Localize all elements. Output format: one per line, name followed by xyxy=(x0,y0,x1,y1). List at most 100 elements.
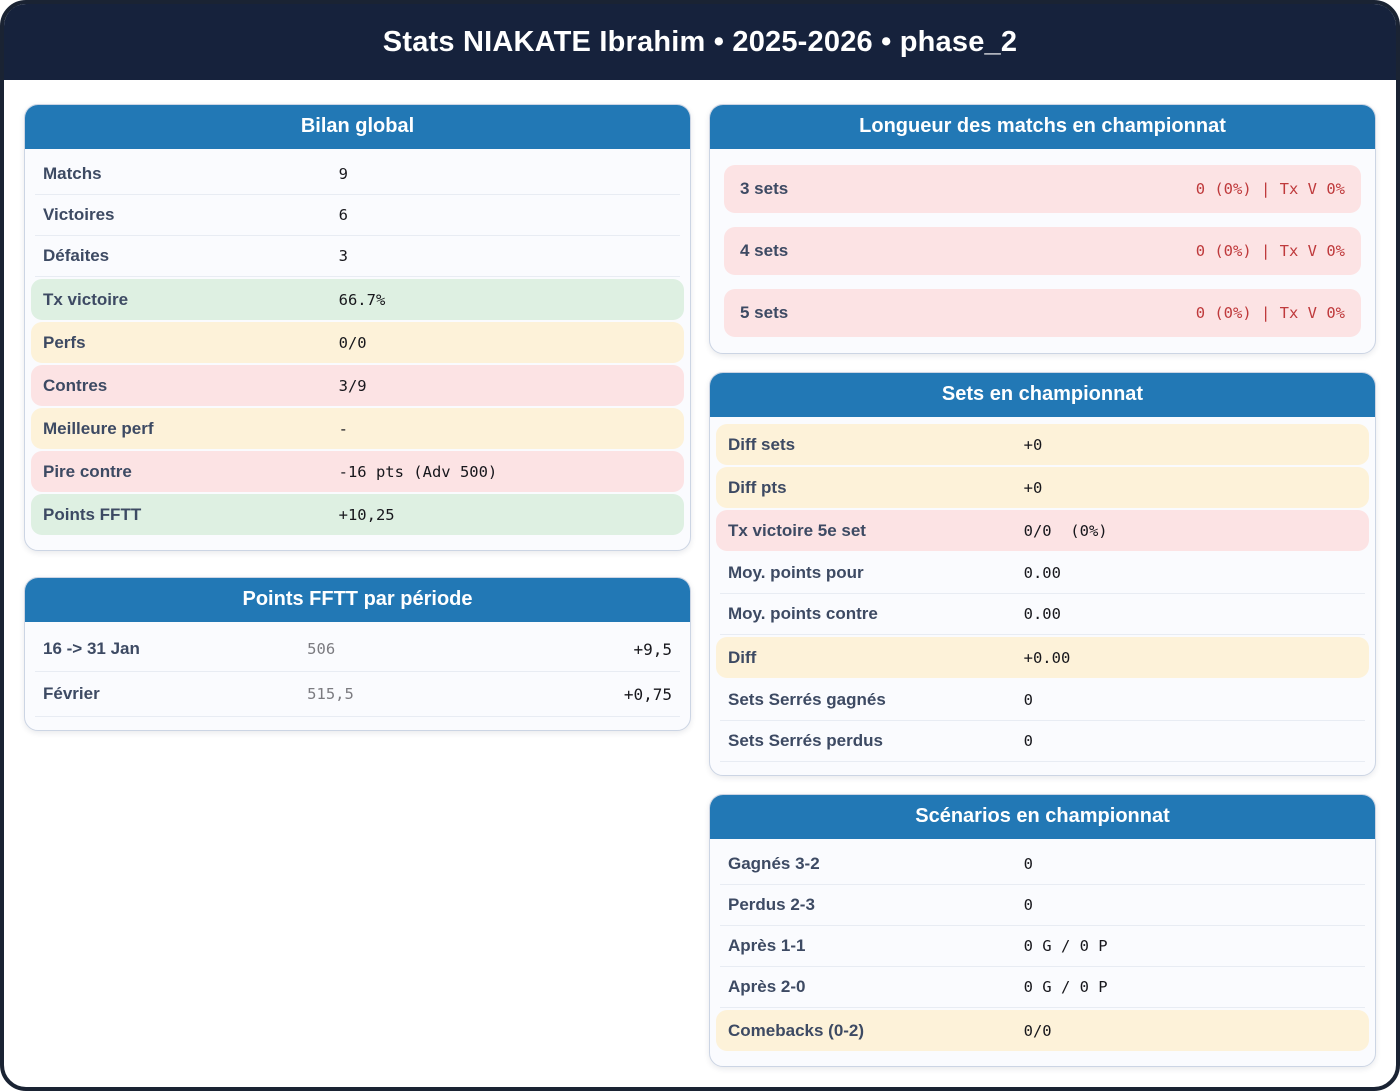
card-bilan-global: Bilan global Matchs 9 Victoires 6 Défait… xyxy=(24,104,691,551)
stat-row-perdus-2-3: Perdus 2-3 0 xyxy=(720,885,1365,926)
stat-value: -16 pts (Adv 500) xyxy=(338,462,498,481)
periode-points: 515,5 xyxy=(307,685,354,703)
card-longueur-matchs: Longueur des matchs en championnat 3 set… xyxy=(709,104,1376,354)
stat-label: Perdus 2-3 xyxy=(728,895,815,914)
pill-value: 0 (0%) | Tx V 0% xyxy=(1195,304,1345,322)
pill-label: 3 sets xyxy=(740,179,789,198)
stat-label: Tx victoire xyxy=(43,289,129,309)
stat-value: 0/0 xyxy=(1023,1021,1052,1040)
stat-value: 0 G / 0 P xyxy=(1023,978,1108,996)
periode-delta: +0,75 xyxy=(623,684,672,704)
stat-label: Diff xyxy=(728,647,757,667)
card-longueur-matchs-title: Longueur des matchs en championnat xyxy=(710,105,1375,149)
periode-points: 506 xyxy=(307,640,336,658)
periode-row-fevrier: Février 515,5 +0,75 xyxy=(35,672,680,717)
page-header: Stats NIAKATE Ibrahim • 2025-2026 • phas… xyxy=(4,4,1396,80)
content-area: Bilan global Matchs 9 Victoires 6 Défait… xyxy=(4,80,1396,1087)
stat-value: 0 xyxy=(1023,855,1033,873)
periode-delta: +9,5 xyxy=(633,639,672,659)
stat-value: 9 xyxy=(338,165,348,183)
stat-label: Tx victoire 5e set xyxy=(728,520,866,540)
pill-4-sets: 4 sets 0 (0%) | Tx V 0% xyxy=(724,227,1361,275)
card-points-periode-body: 16 -> 31 Jan 506 +9,5 Février 515,5 +0,7… xyxy=(25,622,690,730)
stat-value: +0 xyxy=(1023,478,1043,497)
card-scenarios-championnat: Scénarios en championnat Gagnés 3-2 0 Pe… xyxy=(709,794,1376,1067)
stat-row-diff-pts: Diff pts +0 xyxy=(716,467,1369,508)
stat-value: 0/0 (0%) xyxy=(1023,521,1108,540)
stat-label: Diff pts xyxy=(728,477,787,497)
card-scenarios-championnat-title: Scénarios en championnat xyxy=(710,795,1375,839)
card-bilan-global-body: Matchs 9 Victoires 6 Défaites 3 Tx victo… xyxy=(25,149,690,550)
card-longueur-matchs-body: 3 sets 0 (0%) | Tx V 0% 4 sets 0 (0%) | … xyxy=(710,149,1375,353)
stat-row-matchs: Matchs 9 xyxy=(35,154,680,195)
card-sets-championnat: Sets en championnat Diff sets +0 Diff pt… xyxy=(709,372,1376,776)
stat-row-diff: Diff +0.00 xyxy=(716,637,1369,678)
stat-value: 6 xyxy=(338,206,348,224)
stat-label: Diff sets xyxy=(728,434,796,454)
stat-row-contres: Contres 3/9 xyxy=(31,365,684,406)
stat-label: Perfs xyxy=(43,332,86,352)
stat-value: 0 G / 0 P xyxy=(1023,937,1108,955)
stat-row-moy-points-pour: Moy. points pour 0.00 xyxy=(720,553,1365,594)
right-column: Longueur des matchs en championnat 3 set… xyxy=(709,104,1376,1067)
stat-row-sets-serres-perdus: Sets Serrés perdus 0 xyxy=(720,721,1365,762)
stat-label: Après 2-0 xyxy=(728,977,806,996)
stat-label: Points FFTT xyxy=(43,504,142,524)
stat-value: - xyxy=(338,419,348,438)
stat-row-gagnes-3-2: Gagnés 3-2 0 xyxy=(720,844,1365,885)
pill-value: 0 (0%) | Tx V 0% xyxy=(1195,180,1345,198)
stat-value: 3/9 xyxy=(338,376,367,395)
stat-row-apres-1-1: Après 1-1 0 G / 0 P xyxy=(720,926,1365,967)
pill-value: 0 (0%) | Tx V 0% xyxy=(1195,242,1345,260)
stat-label: Comebacks (0-2) xyxy=(728,1020,865,1040)
periode-label: Février xyxy=(43,684,100,703)
stat-value: 0.00 xyxy=(1023,605,1061,623)
stat-value: 0.00 xyxy=(1023,564,1061,582)
stat-row-defaites: Défaites 3 xyxy=(35,236,680,277)
card-sets-championnat-title: Sets en championnat xyxy=(710,373,1375,417)
stat-row-perfs: Perfs 0/0 xyxy=(31,322,684,363)
stat-value: 3 xyxy=(338,247,348,265)
stat-label: Après 1-1 xyxy=(728,936,806,955)
stat-label: Meilleure perf xyxy=(43,418,154,438)
stat-value: +10,25 xyxy=(338,505,395,524)
page-title: Stats NIAKATE Ibrahim • 2025-2026 • phas… xyxy=(382,25,1018,58)
stat-row-diff-sets: Diff sets +0 xyxy=(716,424,1369,465)
pill-label: 4 sets xyxy=(740,241,789,260)
stat-value: 0 xyxy=(1023,691,1033,709)
card-scenarios-championnat-body: Gagnés 3-2 0 Perdus 2-3 0 Après 1-1 0 G … xyxy=(710,839,1375,1066)
stat-row-victoires: Victoires 6 xyxy=(35,195,680,236)
card-bilan-global-title: Bilan global xyxy=(25,105,690,149)
periode-row-jan: 16 -> 31 Jan 506 +9,5 xyxy=(35,627,680,672)
stat-row-pire-contre: Pire contre -16 pts (Adv 500) xyxy=(31,451,684,492)
stat-label: Sets Serrés gagnés xyxy=(728,690,886,709)
card-points-periode-title: Points FFTT par période xyxy=(25,578,690,622)
stat-row-sets-serres-gagnes: Sets Serrés gagnés 0 xyxy=(720,680,1365,721)
stat-row-tx-victoire: Tx victoire 66.7% xyxy=(31,279,684,320)
stat-label: Pire contre xyxy=(43,461,132,481)
pill-label: 5 sets xyxy=(740,303,789,322)
stat-label: Gagnés 3-2 xyxy=(728,854,820,873)
stat-label: Moy. points pour xyxy=(728,563,864,582)
stat-label: Contres xyxy=(43,375,108,395)
stat-value: +0 xyxy=(1023,435,1043,454)
stat-value: 0/0 xyxy=(338,333,367,352)
stat-label: Victoires xyxy=(43,205,115,224)
stat-row-tx-victoire-5e-set: Tx victoire 5e set 0/0 (0%) xyxy=(716,510,1369,551)
card-points-periode: Points FFTT par période 16 -> 31 Jan 506… xyxy=(24,577,691,731)
stat-label: Sets Serrés perdus xyxy=(728,731,883,750)
stat-row-apres-2-0: Après 2-0 0 G / 0 P xyxy=(720,967,1365,1008)
pill-5-sets: 5 sets 0 (0%) | Tx V 0% xyxy=(724,289,1361,337)
stat-value: 66.7% xyxy=(338,290,386,309)
stat-value: 0 xyxy=(1023,896,1033,914)
stat-label: Défaites xyxy=(43,246,110,265)
left-column: Bilan global Matchs 9 Victoires 6 Défait… xyxy=(24,104,691,731)
pill-3-sets: 3 sets 0 (0%) | Tx V 0% xyxy=(724,165,1361,213)
stat-label: Matchs xyxy=(43,164,102,183)
periode-label: 16 -> 31 Jan xyxy=(43,639,140,658)
stat-row-points-fftt: Points FFTT +10,25 xyxy=(31,494,684,535)
stat-row-meilleure-perf: Meilleure perf - xyxy=(31,408,684,449)
stat-row-comebacks: Comebacks (0-2) 0/0 xyxy=(716,1010,1369,1051)
stat-value: +0.00 xyxy=(1023,648,1071,667)
